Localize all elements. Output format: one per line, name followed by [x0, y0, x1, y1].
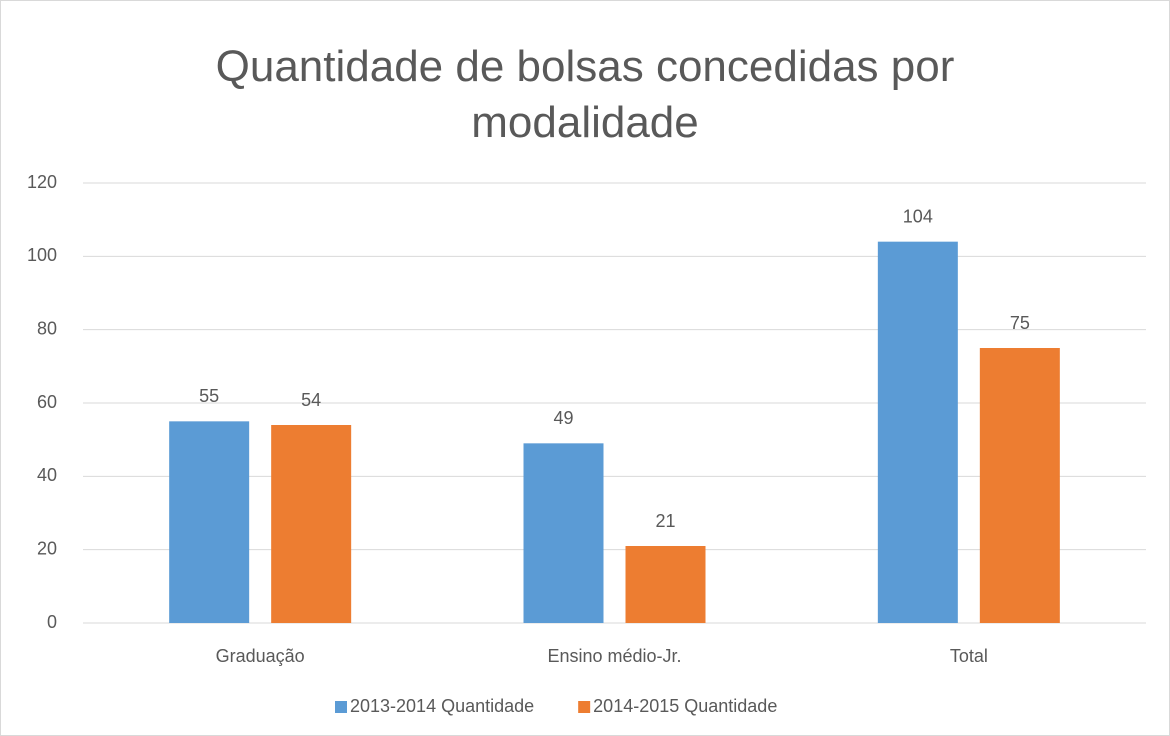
data-label: 104	[903, 206, 933, 226]
y-tick-label: 120	[27, 172, 57, 192]
y-tick-label: 20	[37, 538, 57, 558]
bar	[625, 546, 706, 623]
y-tick-label: 40	[37, 465, 57, 485]
y-tick-label: 100	[27, 245, 57, 265]
legend-label: 2013-2014 Quantidade	[350, 696, 534, 716]
legend-swatch	[578, 701, 591, 713]
x-tick-label: Graduação	[216, 646, 305, 666]
legend-swatch	[335, 701, 347, 713]
data-label: 49	[553, 408, 573, 428]
bar	[979, 348, 1060, 623]
bar	[523, 443, 604, 623]
y-tick-label: 60	[37, 392, 57, 412]
data-label: 75	[1010, 313, 1030, 333]
data-label: 21	[655, 511, 675, 531]
legend-label: 2014-2015 Quantidade	[593, 696, 777, 716]
x-tick-label: Ensino médio-Jr.	[547, 646, 681, 666]
y-tick-label: 80	[37, 318, 57, 338]
bar	[169, 421, 250, 623]
x-tick-label: Total	[950, 646, 988, 666]
data-label: 55	[199, 386, 219, 406]
y-tick-label: 0	[47, 612, 57, 632]
chart-title: Quantidade de bolsas concedidas por moda…	[215, 42, 955, 147]
bar	[877, 241, 958, 623]
bar	[271, 425, 352, 623]
data-label: 54	[301, 390, 321, 410]
